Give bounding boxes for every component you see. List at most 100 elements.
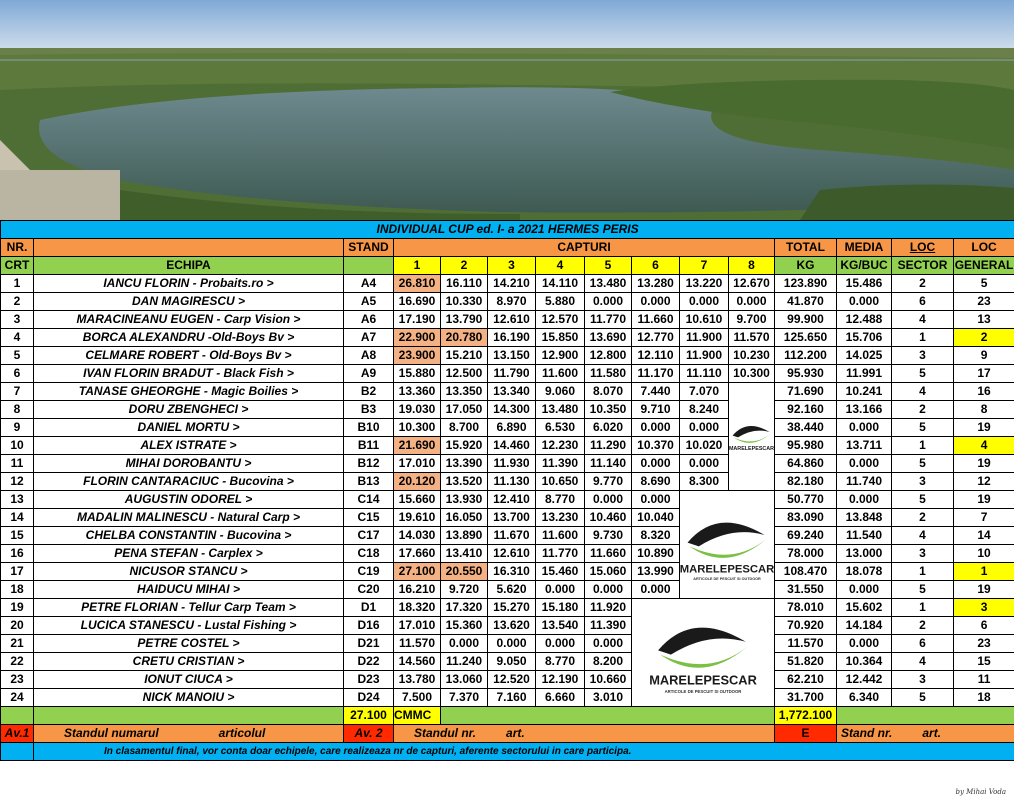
row-echipa: CHELBA CONSTANTIN - Bucovina > — [33, 526, 344, 545]
row-total: 69.240 — [774, 526, 837, 545]
row-capture-3: 12.610 — [487, 310, 536, 329]
row-sector: 5 — [891, 418, 954, 437]
row-total: 41.870 — [774, 292, 837, 311]
row-capture-5: 8.200 — [584, 652, 632, 671]
logo-brand-text: MARELEPESCAR — [680, 564, 774, 576]
row-media: 15.486 — [836, 274, 892, 293]
row-capture-1: 19.610 — [393, 508, 441, 527]
row-capture-3: 13.700 — [487, 508, 536, 527]
logo-tagline-text: ARTICOLE DE PESCUIT SI OUTDOOR — [665, 689, 742, 694]
row-capture-4: 14.110 — [535, 274, 585, 293]
row-echipa: NICUSOR STANCU > — [33, 562, 344, 581]
header-blank — [33, 238, 344, 257]
page-title: INDIVIDUAL CUP ed. I- a 2021 HERMES PERI… — [0, 220, 1014, 239]
summary-cmmc-value: 27.100 — [343, 706, 394, 725]
row-capture-1: 17.010 — [393, 454, 441, 473]
row-capture-3: 15.270 — [487, 598, 536, 617]
table-row: 4 BORCA ALEXANDRU -Old-Boys Bv > A7 22.900 2… — [0, 328, 1014, 347]
row-capture-5: 9.770 — [584, 472, 632, 491]
row-stand: A8 — [343, 346, 394, 365]
row-nr: 13 — [0, 490, 34, 509]
row-stand: A4 — [343, 274, 394, 293]
row-capture-1: 16.210 — [393, 580, 441, 599]
row-stand: C14 — [343, 490, 394, 509]
row-capture-7: 8.300 — [679, 472, 729, 491]
row-echipa: DAN MAGIRESCU > — [33, 292, 344, 311]
row-sector: 5 — [891, 580, 954, 599]
row-capture-2: 9.720 — [440, 580, 488, 599]
row-capture-3: 14.460 — [487, 436, 536, 455]
row-total: 82.180 — [774, 472, 837, 491]
row-general: 13 — [952, 310, 1014, 329]
row-capture-4: 0.000 — [535, 634, 585, 653]
row-capture-4: 15.180 — [535, 598, 585, 617]
row-capture-8: 10.300 — [728, 364, 775, 383]
sponsor-logo-cell: MARELEPESCAR ARTICOLE DE PESCUIT SI OUTDO… — [631, 598, 775, 707]
row-general: 18 — [952, 688, 1014, 707]
row-capture-1: 14.030 — [393, 526, 441, 545]
row-media: 18.078 — [836, 562, 892, 581]
row-capture-4: 8.770 — [535, 490, 585, 509]
row-general: 6 — [952, 616, 1014, 635]
row-sector: 5 — [891, 490, 954, 509]
summary-cmmc-label: CMMC — [393, 706, 441, 725]
row-media: 14.025 — [836, 346, 892, 365]
row-nr: 4 — [0, 328, 34, 347]
row-capture-3: 0.000 — [487, 634, 536, 653]
row-capture-3: 11.790 — [487, 364, 536, 383]
row-media: 14.184 — [836, 616, 892, 635]
row-sector: 2 — [891, 274, 954, 293]
row-nr: 21 — [0, 634, 34, 653]
row-sector: 3 — [891, 346, 954, 365]
row-nr: 15 — [0, 526, 34, 545]
header-capture-4: 4 — [535, 256, 585, 275]
row-capture-1: 16.690 — [393, 292, 441, 311]
row-capture-6: 11.170 — [631, 364, 680, 383]
table-row: 11 MIHAI DOROBANTU > B12 17.010 13.390 11.930… — [0, 454, 1014, 473]
footer-e: E — [774, 724, 837, 743]
row-media: 0.000 — [836, 490, 892, 509]
row-total: 31.700 — [774, 688, 837, 707]
row-general: 14 — [952, 526, 1014, 545]
header-echipa: ECHIPA — [33, 256, 344, 275]
row-media: 12.442 — [836, 670, 892, 689]
row-capture-1: 26.810 — [393, 274, 441, 293]
row-capture-2: 20.550 — [440, 562, 488, 581]
row-media: 0.000 — [836, 580, 892, 599]
row-echipa: DORU ZBENGHECI > — [33, 400, 344, 419]
row-capture-8: 10.230 — [728, 346, 775, 365]
row-capture-5: 12.800 — [584, 346, 632, 365]
row-sector: 6 — [891, 292, 954, 311]
row-general: 23 — [952, 634, 1014, 653]
row-capture-1: 21.690 — [393, 436, 441, 455]
row-sector: 1 — [891, 436, 954, 455]
row-capture-1: 14.560 — [393, 652, 441, 671]
row-capture-7: 0.000 — [679, 418, 729, 437]
row-capture-5: 13.690 — [584, 328, 632, 347]
row-capture-4: 8.770 — [535, 652, 585, 671]
header-capture-5: 5 — [584, 256, 632, 275]
footer-note: In clasamentul final, vor conta doar ech… — [32, 742, 1014, 761]
row-total: 78.010 — [774, 598, 837, 617]
row-total: 50.770 — [774, 490, 837, 509]
summary-row: 27.100 CMMC 1,772.100 — [0, 706, 1014, 725]
row-capture-6: 10.040 — [631, 508, 680, 527]
table-row: 8 DORU ZBENGHECI > B3 19.030 17.050 14.300 13.… — [0, 400, 1014, 419]
row-capture-7: 0.000 — [679, 454, 729, 473]
row-total: 95.980 — [774, 436, 837, 455]
row-echipa: IANCU FLORIN - Probaits.ro > — [33, 274, 344, 293]
row-capture-6: 0.000 — [631, 292, 680, 311]
row-total: 78.000 — [774, 544, 837, 563]
row-capture-6: 8.690 — [631, 472, 680, 491]
row-capture-1: 20.120 — [393, 472, 441, 491]
row-sector: 1 — [891, 598, 954, 617]
row-general: 9 — [952, 346, 1014, 365]
header-loc-sector: LOC — [891, 238, 954, 257]
row-capture-1: 7.500 — [393, 688, 441, 707]
row-general: 19 — [952, 580, 1014, 599]
row-echipa: CRETU CRISTIAN > — [33, 652, 344, 671]
row-total: 125.650 — [774, 328, 837, 347]
row-capture-6: 0.000 — [631, 580, 680, 599]
row-general: 3 — [952, 598, 1014, 617]
